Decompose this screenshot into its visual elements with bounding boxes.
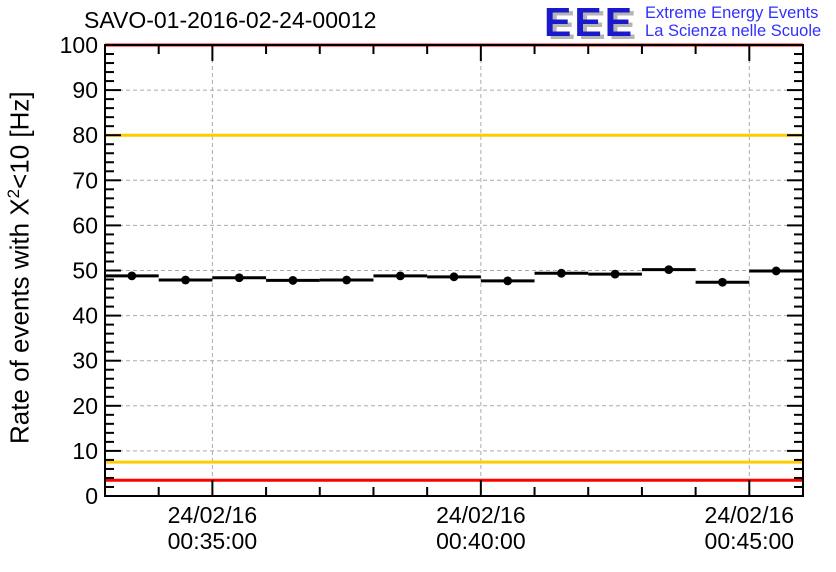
- data-point: [234, 273, 244, 283]
- y-tick-label: 60: [72, 212, 98, 238]
- eee-logo-line1: Extreme Energy Events: [645, 4, 819, 22]
- y-tick-label: 70: [72, 167, 98, 193]
- data-point: [664, 265, 674, 274]
- data-point: [556, 268, 566, 278]
- y-tick-label: 50: [72, 258, 98, 284]
- y-tick-label: 20: [72, 393, 98, 419]
- y-tick-label: 90: [72, 77, 98, 103]
- eee-logo-text: Extreme Energy Events La Scienza nelle S…: [645, 2, 821, 40]
- x-tick-label-date: 24/02/16: [705, 502, 795, 528]
- y-tick-label: 40: [72, 303, 98, 329]
- y-tick-label: 80: [72, 122, 98, 148]
- y-tick-label: 10: [72, 438, 98, 464]
- plot-frame-group: [104, 44, 804, 497]
- data-point: [181, 275, 190, 285]
- data-point: [288, 276, 298, 285]
- threshold-lines-group: [105, 43, 803, 482]
- x-tick-label-date: 24/02/16: [436, 502, 526, 528]
- eee-logo-line2: La Scienza nelle Scuole: [645, 22, 822, 40]
- data-point: [718, 277, 727, 287]
- data-point: [127, 271, 137, 281]
- data-point: [771, 266, 781, 276]
- data-point: [449, 272, 459, 282]
- chart-title: SAVO-01-2016-02-24-00012: [84, 7, 377, 33]
- axis-ticks-group: [104, 44, 804, 497]
- x-tick-label-time: 00:40:00: [436, 528, 526, 554]
- data-point: [503, 276, 513, 286]
- y-tick-label: 0: [85, 483, 98, 509]
- data-series-group: [105, 265, 803, 287]
- y-tick-label: 100: [60, 32, 98, 58]
- gridlines-group: [105, 45, 803, 496]
- data-point: [395, 271, 405, 281]
- x-tick-label-time: 00:35:00: [168, 528, 258, 554]
- eee-logo: EEE Extreme Energy Events La Scienza nel…: [544, 0, 821, 45]
- eee-logo-acronym: EEE: [544, 0, 636, 45]
- plot-frame: [104, 44, 804, 497]
- y-tick-label: 30: [72, 348, 98, 374]
- x-tick-label-date: 24/02/16: [168, 502, 258, 528]
- axis-labels-group: 010203040506070809010024/02/1600:35:0024…: [60, 32, 794, 554]
- data-point: [342, 275, 352, 285]
- x-tick-label-time: 00:45:00: [705, 528, 795, 554]
- data-point: [610, 269, 620, 279]
